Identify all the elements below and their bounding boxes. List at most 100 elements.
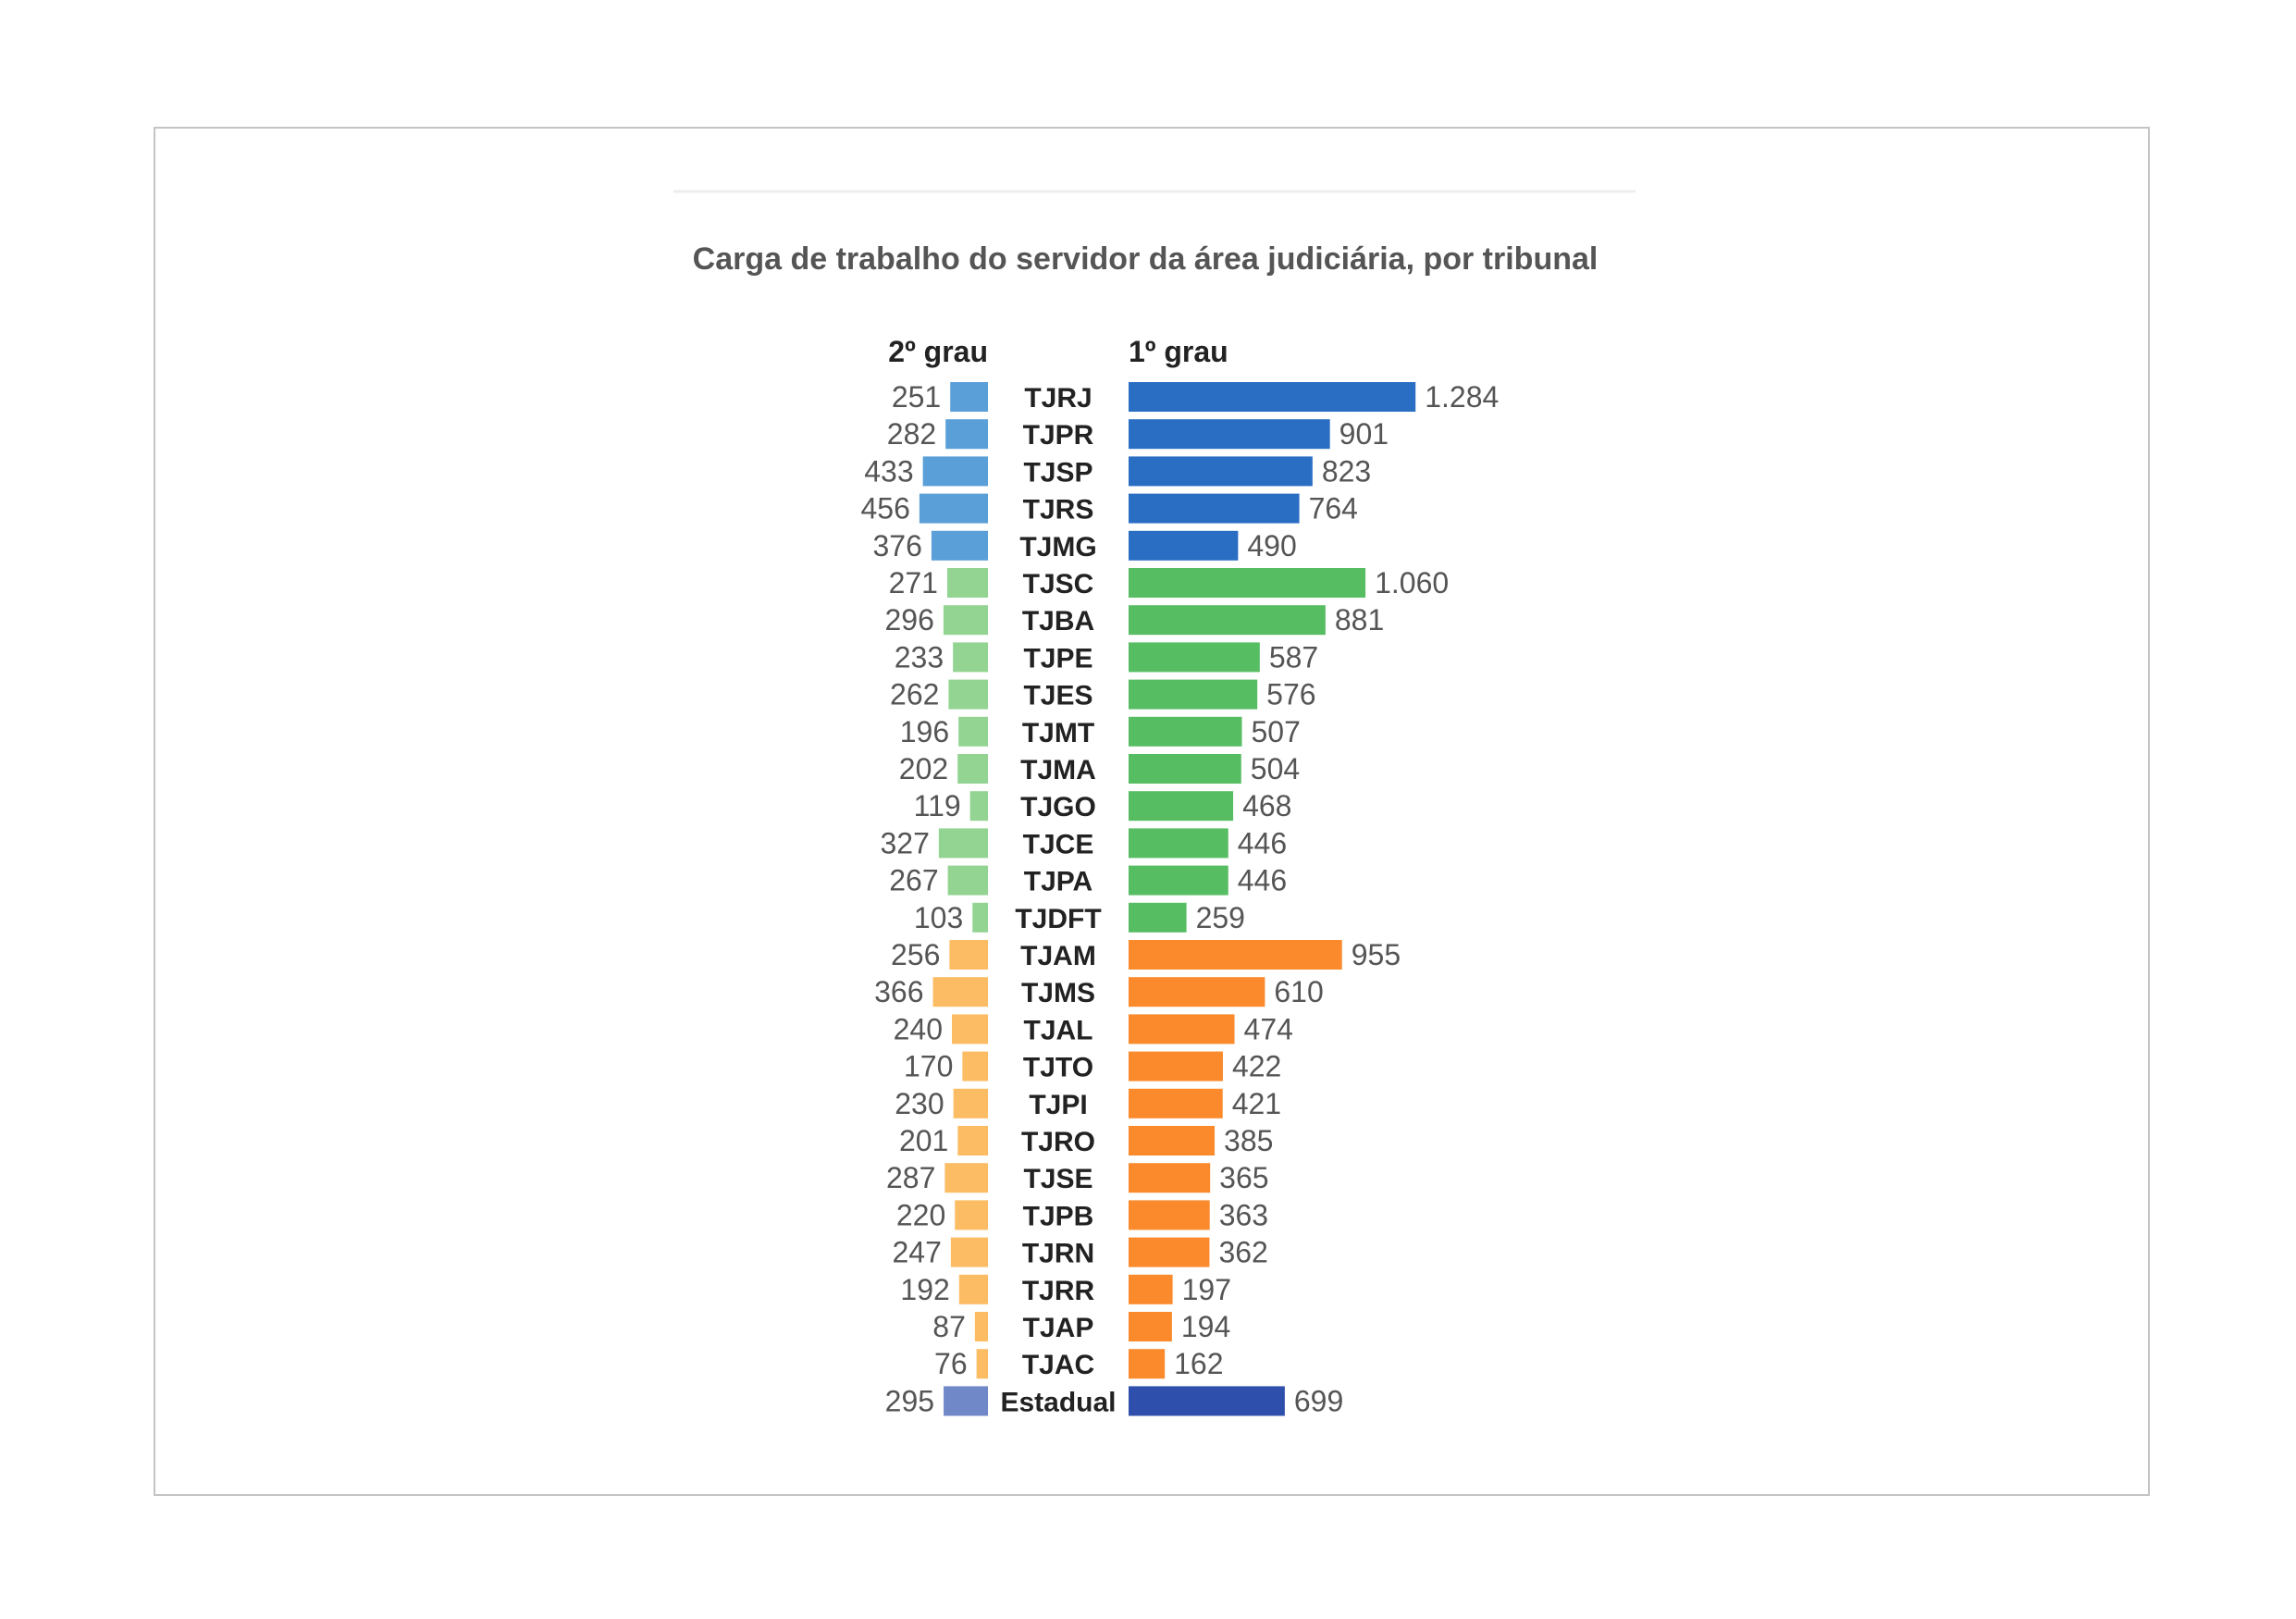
bar-1-grau	[1129, 679, 1258, 710]
bar-2-grau	[953, 642, 988, 673]
value-label-2-grau: 201	[899, 1124, 948, 1157]
value-label-2-grau: 119	[914, 789, 961, 822]
bar-1-grau	[1129, 1051, 1223, 1081]
category-label: TJPA	[1024, 867, 1092, 897]
value-label-2-grau: 282	[887, 417, 936, 451]
bar-1-grau	[1129, 1126, 1216, 1156]
value-label-1-grau: 162	[1174, 1347, 1223, 1380]
value-label-2-grau: 287	[886, 1161, 935, 1194]
bar-1-grau	[1129, 605, 1326, 636]
value-label-1-grau: 490	[1247, 529, 1296, 562]
value-label-1-grau: 194	[1181, 1310, 1230, 1343]
value-label-2-grau: 376	[873, 529, 922, 562]
value-label-2-grau: 327	[880, 826, 929, 859]
value-label-1-grau: 197	[1182, 1273, 1231, 1306]
category-label: TJMA	[1020, 755, 1096, 785]
bar-1-grau	[1129, 1088, 1223, 1118]
value-label-2-grau: 295	[885, 1384, 934, 1417]
bar-1-grau	[1129, 1274, 1173, 1304]
bar-2-grau	[957, 1126, 988, 1156]
category-label: TJES	[1023, 681, 1092, 711]
value-label-1-grau: 1.060	[1375, 566, 1449, 599]
value-label-1-grau: 901	[1339, 417, 1389, 451]
value-label-1-grau: 699	[1294, 1384, 1343, 1417]
value-label-2-grau: 296	[885, 603, 934, 636]
bar-1-grau	[1129, 716, 1242, 747]
bar-2-grau	[944, 1386, 988, 1416]
value-label-2-grau: 170	[904, 1050, 953, 1083]
bar-2-grau	[969, 791, 988, 822]
bar-2-grau	[946, 568, 988, 598]
bar-2-grau	[922, 456, 988, 487]
bar-2-grau	[950, 382, 988, 412]
bar-1-grau	[1129, 568, 1366, 598]
bar-1-grau	[1129, 493, 1300, 524]
category-label: TJAC	[1022, 1350, 1094, 1380]
bar-1-grau	[1129, 1237, 1210, 1267]
value-label-1-grau: 474	[1244, 1012, 1293, 1045]
value-label-1-grau: 446	[1238, 826, 1287, 859]
category-label: TJRJ	[1024, 383, 1092, 414]
value-label-2-grau: 76	[934, 1347, 968, 1380]
bar-2-grau	[943, 605, 988, 636]
value-label-1-grau: 259	[1196, 901, 1245, 934]
category-label: TJCE	[1023, 829, 1094, 859]
value-label-1-grau: 421	[1232, 1087, 1281, 1120]
bar-2-grau	[944, 1163, 988, 1193]
value-label-2-grau: 267	[889, 864, 938, 897]
category-label: TJPB	[1023, 1201, 1094, 1231]
value-label-1-grau: 385	[1224, 1124, 1273, 1157]
value-label-1-grau: 446	[1238, 864, 1287, 897]
bar-1-grau	[1129, 1386, 1285, 1416]
value-label-1-grau: 955	[1352, 938, 1401, 971]
bar-1-grau	[1129, 382, 1416, 412]
bar-1-grau	[1129, 1014, 1235, 1044]
category-label: TJMS	[1021, 978, 1095, 1008]
bar-2-grau	[932, 977, 988, 1007]
bar-1-grau	[1129, 530, 1239, 561]
category-label: TJPR	[1023, 420, 1094, 451]
value-label-1-grau: 365	[1219, 1161, 1268, 1194]
value-label-1-grau: 422	[1232, 1050, 1281, 1083]
bar-1-grau	[1129, 902, 1187, 933]
value-label-2-grau: 240	[894, 1012, 943, 1045]
bar-2-grau	[953, 1088, 988, 1118]
category-label: TJRO	[1021, 1127, 1095, 1157]
legend-2-grau: 2º grau	[888, 335, 988, 368]
category-label: TJDFT	[1015, 904, 1101, 934]
bar-2-grau	[958, 1274, 988, 1304]
bar-2-grau	[972, 902, 988, 933]
chart-title: Carga de trabalho do servidor da área ju…	[693, 241, 1599, 277]
category-label: TJSP	[1023, 457, 1092, 488]
bar-1-grau	[1129, 456, 1313, 487]
bar-1-grau	[1129, 1349, 1166, 1379]
value-label-2-grau: 220	[896, 1198, 945, 1231]
bar-2-grau	[952, 1014, 988, 1044]
bar-1-grau	[1129, 940, 1342, 970]
bar-2-grau	[955, 1200, 988, 1230]
bar-1-grau	[1129, 865, 1228, 896]
value-label-1-grau: 504	[1251, 752, 1300, 785]
bar-2-grau	[945, 419, 988, 450]
bar-2-grau	[938, 828, 988, 859]
value-label-1-grau: 468	[1242, 789, 1291, 822]
bar-1-grau	[1129, 754, 1241, 784]
value-label-1-grau: 587	[1269, 640, 1318, 674]
bar-1-grau	[1129, 828, 1228, 859]
value-label-1-grau: 507	[1251, 715, 1300, 748]
category-label: TJRN	[1022, 1239, 1094, 1269]
bar-1-grau	[1129, 1163, 1211, 1193]
value-label-1-grau: 610	[1274, 975, 1323, 1008]
value-label-2-grau: 433	[864, 454, 913, 488]
bar-2-grau	[957, 754, 988, 784]
bar-2-grau	[950, 1237, 988, 1267]
category-label: TJAP	[1023, 1313, 1094, 1343]
category-label: TJAL	[1024, 1015, 1093, 1045]
category-label: TJRS	[1023, 495, 1094, 525]
value-label-2-grau: 262	[890, 678, 939, 711]
category-label: TJPI	[1029, 1090, 1087, 1120]
category-label: TJMG	[1019, 532, 1096, 562]
value-label-2-grau: 271	[889, 566, 938, 599]
category-label: TJBA	[1022, 606, 1094, 636]
category-label: TJAM	[1020, 941, 1096, 971]
